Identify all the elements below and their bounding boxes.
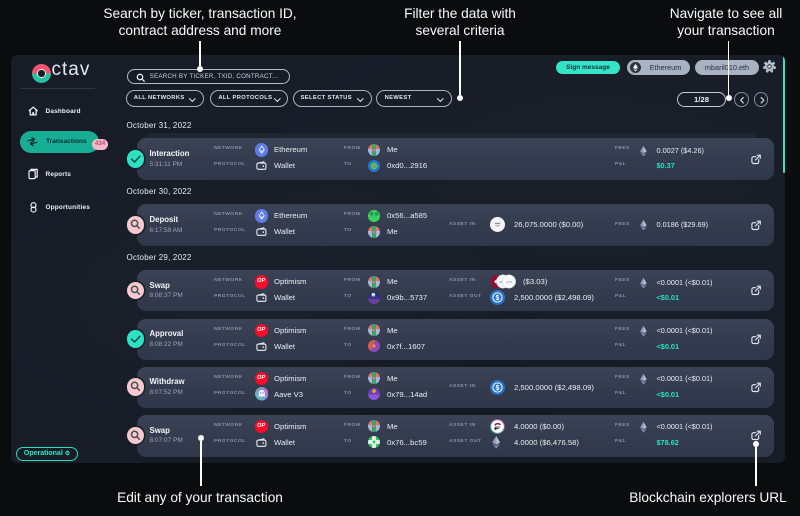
svg-text:LDO: LDO <box>506 280 513 284</box>
svg-text:$: $ <box>496 385 500 392</box>
svg-text:$: $ <box>496 295 500 302</box>
